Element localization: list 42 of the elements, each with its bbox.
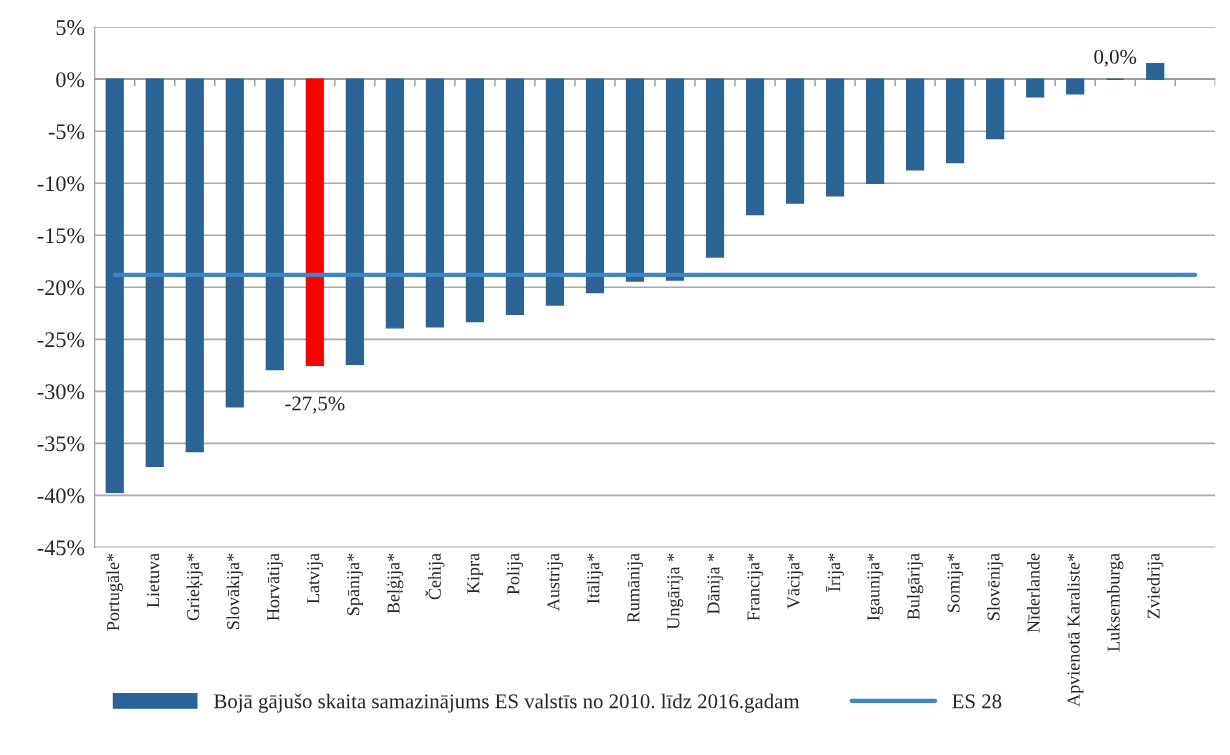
x-tick-label: Bulgārija: [906, 553, 924, 620]
y-tick-label: -45%: [37, 540, 85, 556]
x-tick-label: Zviedrija: [1147, 553, 1164, 619]
x-tick-label: Portugāle*: [106, 553, 123, 631]
data-label: -27,5%: [285, 396, 345, 414]
x-tick-label: Horvātija: [267, 553, 283, 621]
x-tick-label: Īrija*: [826, 553, 844, 592]
x-tick-label: Grieķija*: [186, 553, 203, 621]
x-tick-label: Ungārija *: [667, 553, 684, 630]
y-tick-label: -35%: [37, 436, 85, 452]
y-tick-label: -10%: [37, 176, 85, 192]
x-tick-label: Luksemburga: [1106, 553, 1124, 652]
y-tick-label: 5%: [56, 20, 85, 36]
legend-label: Bojā gājušo skaita samazinājums ES valstīs no 2010. līdz 2016.gadam: [214, 693, 800, 713]
x-tick-label: Polija: [506, 553, 524, 595]
x-tick-label: Lietuva: [147, 553, 160, 608]
x-tick-label: Latvija: [307, 553, 323, 604]
x-tick-label: Austrija: [547, 553, 564, 611]
x-tick-label: Nīderlande: [1026, 553, 1040, 633]
x-tick-label: Kipra: [467, 553, 484, 594]
x-tick-label: Igaunija*: [867, 553, 884, 621]
y-tick-label: -25%: [37, 332, 85, 348]
x-tick-label: Čehija: [425, 553, 445, 600]
y-tick-label: -15%: [37, 228, 85, 244]
y-tick-label: -20%: [37, 280, 85, 296]
y-tick-label: 0%: [56, 72, 85, 88]
data-label: 0,0%: [1094, 49, 1137, 67]
x-tick-label: Beļģija*: [386, 553, 404, 614]
legend-label: ES 28: [952, 694, 1002, 709]
x-tick-label: Slovēnija: [986, 553, 1004, 620]
x-tick-label: Slovākija*: [226, 553, 243, 629]
x-tick-label: Spānija*: [347, 553, 364, 615]
y-tick-label: -30%: [37, 384, 85, 400]
x-tick-label: Rumānija: [627, 553, 644, 623]
x-tick-label: Somija*: [947, 553, 964, 612]
x-tick-label: Apvienotā Karaliste*: [1066, 553, 1084, 707]
x-tick-label: Francija*: [747, 553, 764, 621]
x-tick-label: Dānija *: [707, 553, 724, 615]
y-tick-label: -40%: [37, 488, 85, 504]
x-tick-label: Itālija*: [586, 553, 604, 604]
y-tick-label: -5%: [48, 124, 85, 140]
x-tick-label: Vācija*: [787, 553, 804, 609]
